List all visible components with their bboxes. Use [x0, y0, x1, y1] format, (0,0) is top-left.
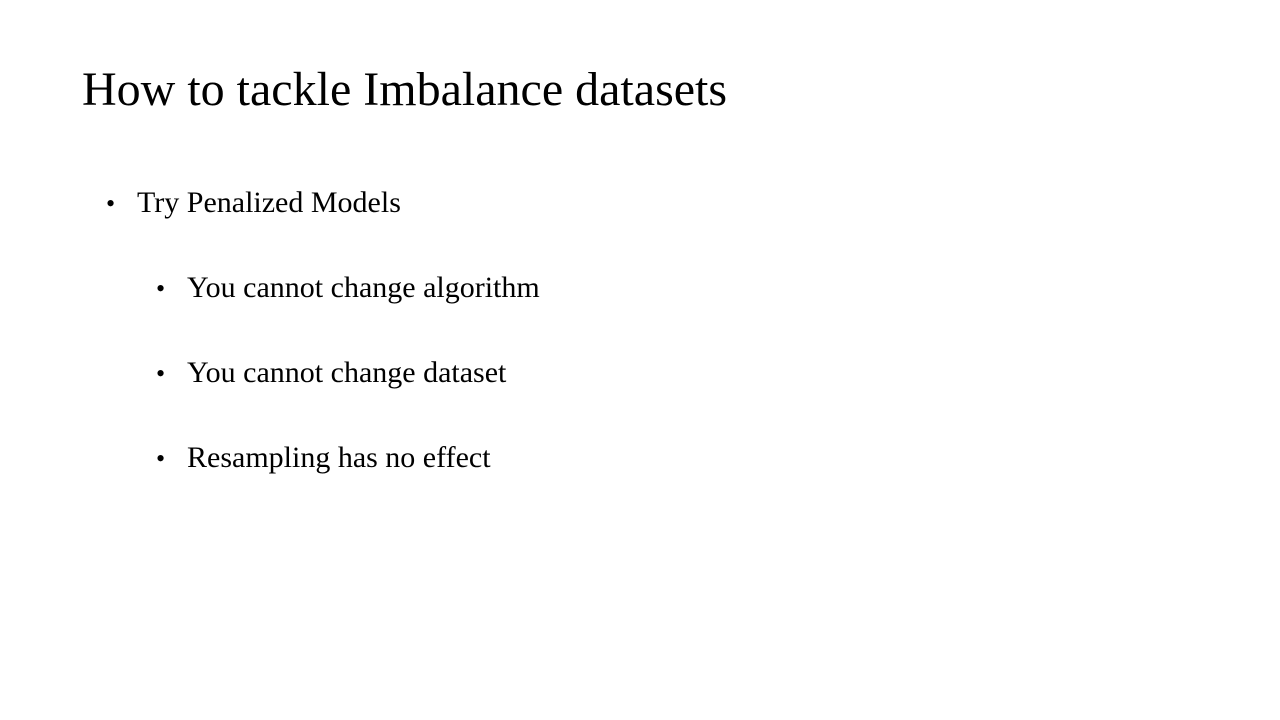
sub-bullet-text: You cannot change dataset: [187, 356, 507, 389]
sub-bullet-item: • Resampling has no effect: [156, 440, 491, 477]
slide-title: How to tackle Imbalance datasets: [82, 63, 728, 116]
sub-bullet-item: • You cannot change dataset: [156, 355, 506, 392]
bullet-text: Try Penalized Models: [137, 186, 401, 219]
bullet-icon: •: [156, 274, 166, 303]
bullet-icon: •: [156, 359, 166, 388]
bullet-item: • Try Penalized Models: [106, 185, 401, 222]
bullet-icon: •: [106, 189, 116, 218]
sub-bullet-text: Resampling has no effect: [187, 441, 491, 474]
sub-bullet-item: • You cannot change algorithm: [156, 270, 540, 307]
sub-bullet-text: You cannot change algorithm: [187, 271, 540, 304]
bullet-icon: •: [156, 444, 166, 473]
